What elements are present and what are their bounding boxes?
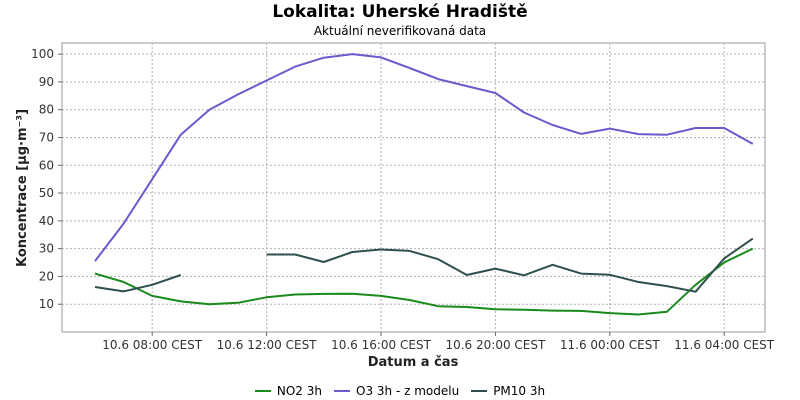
y-tick-label: 50 (39, 186, 54, 200)
y-tick-label: 90 (39, 75, 54, 89)
x-tick-label: 11.6 00:00 CEST (560, 338, 661, 352)
series-lines (94, 53, 754, 316)
x-tick-label: 10.6 20:00 CEST (445, 338, 546, 352)
y-tick-label: 10 (39, 297, 54, 311)
y-tick-label: 60 (39, 158, 54, 172)
x-axis-title: Datum a čas (368, 355, 459, 370)
legend: NO2 3h O3 3h - z modelu PM10 3h (0, 381, 800, 398)
legend-swatch (471, 390, 488, 392)
legend-item: O3 3h - z modelu (334, 384, 459, 398)
chart-title: Lokalita: Uherské Hradiště (272, 2, 528, 22)
y-tick-label: 70 (39, 130, 54, 144)
legend-swatch (334, 390, 350, 392)
legend-label: PM10 3h (493, 384, 546, 398)
chart-subtitle: Aktuální neverifikovaná data (313, 24, 487, 38)
y-tick-label: 20 (39, 269, 54, 283)
legend-item: PM10 3h (471, 384, 545, 398)
y-tick-label: 40 (39, 214, 54, 228)
x-tick-label: 11.6 04:00 CEST (674, 338, 775, 352)
series-line-o3-3h-z-modelu (94, 53, 754, 262)
y-tick-label: 30 (39, 242, 54, 256)
series-line-no2-3h (94, 247, 754, 316)
grid-lines (62, 43, 765, 332)
y-axis: 10 20 30 40 50 60 70 80 90 100 (31, 47, 62, 311)
x-tick-label: 10.6 08:00 CEST (102, 338, 203, 352)
y-tick-label: 100 (31, 47, 54, 61)
legend-label: O3 3h - z modelu (356, 384, 460, 398)
legend-item: NO2 3h (254, 384, 322, 398)
plot-area (61, 42, 766, 333)
x-tick-label: 10.6 16:00 CEST (331, 338, 432, 352)
x-tick-label: 10.6 12:00 CEST (217, 338, 318, 352)
y-tick-label: 80 (39, 103, 54, 117)
y-axis-title: Koncentrace [µg·m⁻³] (15, 109, 30, 267)
legend-swatch (254, 390, 271, 392)
x-axis: 10.6 08:00 CEST 10.6 12:00 CEST 10.6 16:00… (102, 332, 775, 352)
series-line-pm10-3h (94, 237, 754, 293)
legend-label: NO2 3h (276, 384, 322, 398)
